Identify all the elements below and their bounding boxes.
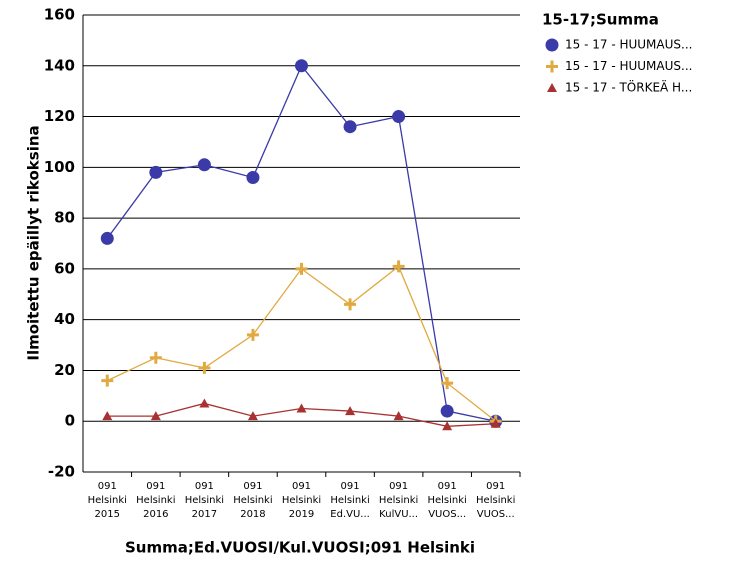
x-tick-label: 091 — [146, 481, 165, 492]
legend-label: 15 - 17 - HUUMAUS... — [565, 59, 692, 73]
x-tick-label: 091 — [486, 481, 505, 492]
point — [101, 374, 114, 387]
series-line — [107, 265, 497, 422]
x-tick-label: Helsinki — [233, 495, 272, 506]
y-tick-label: 60 — [54, 259, 75, 277]
point — [546, 60, 558, 73]
x-tick-label: 091 — [243, 481, 262, 492]
point — [296, 403, 307, 413]
point — [246, 328, 259, 341]
point — [100, 231, 114, 245]
x-tick-label: 2018 — [240, 509, 265, 520]
x-tick-label: 2017 — [192, 509, 217, 520]
point — [295, 262, 308, 275]
point — [547, 83, 557, 92]
point — [149, 165, 163, 179]
x-tick-label: Helsinki — [282, 495, 321, 506]
point — [442, 421, 453, 431]
x-tick-label: 091 — [438, 481, 457, 492]
x-axis-label: Summa;Ed.VUOSI/Kul.VUOSI;091 Helsinki — [125, 539, 475, 557]
point — [441, 377, 454, 390]
x-tick-label: 2016 — [143, 509, 168, 520]
point — [150, 411, 161, 421]
x-tick-label: Helsinki — [330, 495, 369, 506]
point — [344, 298, 357, 311]
x-tick-label: 091 — [389, 481, 408, 492]
x-tick-label: 091 — [341, 481, 360, 492]
point — [295, 59, 308, 73]
point — [490, 418, 501, 428]
x-tick-label: Helsinki — [476, 495, 515, 506]
point — [149, 351, 162, 364]
point — [393, 411, 404, 421]
x-tick-label: VUOS... — [428, 509, 466, 520]
point — [197, 158, 211, 172]
point — [247, 411, 258, 421]
y-axis-label: Ilmoitettu epäillyt rikoksina — [25, 125, 43, 360]
x-tick-label: VUOS... — [477, 509, 515, 520]
y-tick-label: 100 — [44, 158, 75, 176]
point — [392, 260, 405, 273]
x-tick-label: 091 — [98, 481, 117, 492]
point — [440, 404, 454, 418]
x-tick-label: Helsinki — [379, 495, 418, 506]
y-tick-label: -20 — [48, 463, 75, 481]
point — [392, 110, 406, 124]
x-tick-label: 091 — [292, 481, 311, 492]
legend-label: 15 - 17 - TÖRKEÄ H... — [565, 79, 692, 95]
point — [102, 411, 113, 421]
point — [345, 406, 356, 416]
y-tick-label: 140 — [44, 56, 75, 74]
x-tick-label: KulVU... — [379, 509, 418, 520]
x-tick-label: Ed.VU... — [330, 509, 370, 520]
x-tick-label: 091 — [195, 481, 214, 492]
x-tick-label: 2015 — [95, 509, 120, 520]
y-tick-label: 160 — [44, 6, 75, 24]
legend-title: 15-17;Summa — [542, 11, 659, 29]
x-tick-label: Helsinki — [88, 495, 127, 506]
point — [198, 361, 211, 374]
y-tick-label: 120 — [44, 107, 75, 125]
point — [246, 170, 260, 184]
x-tick-label: Helsinki — [427, 495, 466, 506]
legend-label: 15 - 17 - HUUMAUS... — [565, 38, 692, 52]
y-tick-label: 0 — [65, 412, 75, 430]
point — [343, 120, 357, 134]
y-tick-label: 20 — [54, 361, 75, 379]
y-tick-label: 40 — [54, 310, 75, 328]
x-tick-label: Helsinki — [136, 495, 175, 506]
x-tick-label: Helsinki — [185, 495, 224, 506]
series-line — [106, 64, 496, 422]
y-tick-label: 80 — [54, 209, 75, 227]
point — [199, 398, 210, 408]
x-tick-label: 2019 — [289, 509, 314, 520]
point — [545, 38, 559, 52]
